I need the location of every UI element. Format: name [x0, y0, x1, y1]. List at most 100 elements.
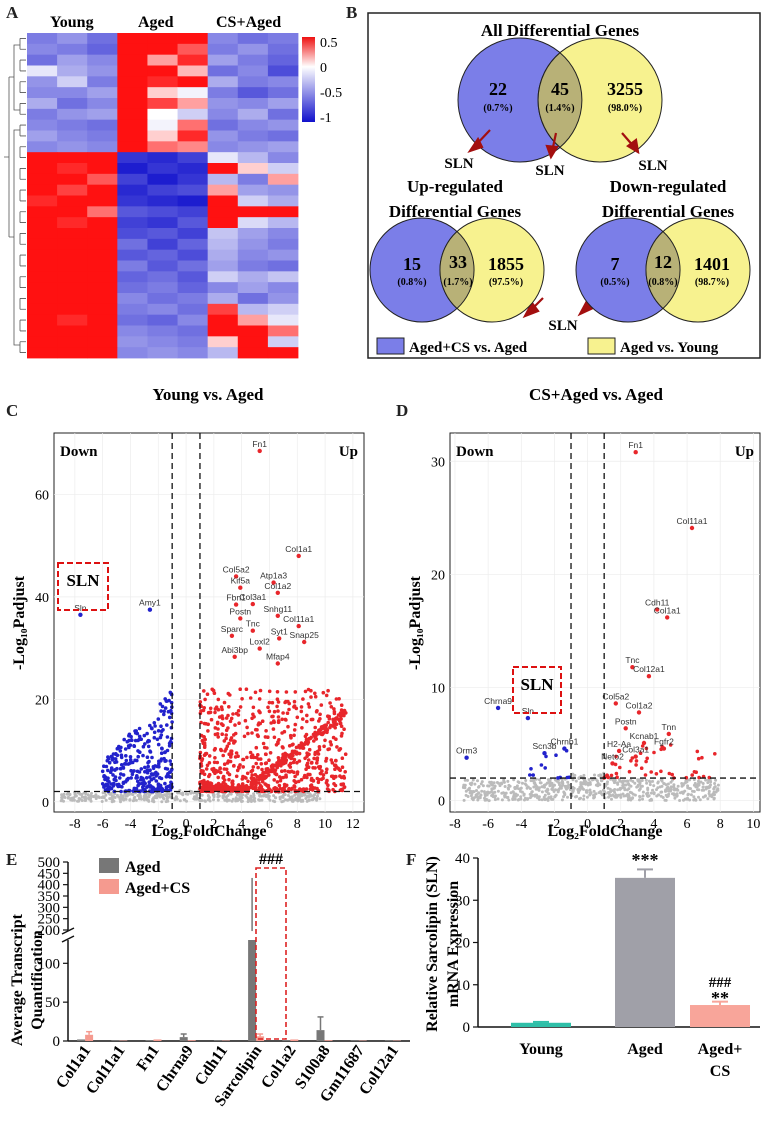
volcano-point-down [139, 775, 143, 780]
volcano-point-up [216, 727, 220, 731]
volcano-gene-point [296, 553, 301, 559]
volcano-point-up [293, 722, 298, 727]
venn-up-left-pct: (0.8%) [397, 277, 426, 288]
heatmap-cell [117, 260, 148, 272]
volcano-point-down [119, 772, 123, 776]
heatmap-cell [57, 228, 88, 240]
volcano-gene-label: Fgfr2 [654, 737, 674, 747]
volcano-point-ns [222, 794, 226, 798]
volcano-gene-point [275, 661, 280, 666]
heatmap-cell [117, 141, 148, 153]
volcano-point-up [226, 759, 231, 763]
volcano-point-ns [476, 795, 480, 799]
volcano-point-down [139, 767, 144, 771]
volcano-point-ns [537, 786, 541, 790]
volcano-point-up [207, 774, 211, 779]
volcano-point-up [213, 726, 218, 730]
volcano-point-up [226, 713, 230, 718]
volcano-point-up [272, 709, 277, 714]
volcano-point-ns [87, 796, 91, 800]
heatmap-cell [267, 293, 299, 305]
volcano-point-ns [134, 798, 138, 802]
heatmap-cell [87, 195, 118, 207]
volcano-point-down [137, 782, 142, 786]
volcano-point-down [141, 744, 146, 749]
volcano-point-up [227, 777, 231, 782]
volcano-point-down [102, 774, 106, 778]
volcano-point-ns [482, 790, 486, 794]
heatmap-cell [57, 249, 88, 261]
heatmap-cell [147, 249, 178, 261]
volcano-point-ns [701, 795, 705, 799]
volcano-point-down [128, 755, 133, 759]
volcano-point-ns [61, 795, 65, 799]
heatmap-cell [57, 325, 88, 337]
bars-f-ytick: 30 [455, 893, 470, 909]
volcano-point-down [157, 775, 162, 780]
heatmap-cell [87, 98, 118, 110]
volcano-gene-label: Col5a2 [223, 564, 250, 574]
volcano-point-up [270, 700, 275, 705]
volcano-point-down [157, 786, 161, 790]
heatmap-cell [117, 293, 148, 305]
volcano-point-ns [540, 785, 544, 789]
colorbar-label: -1 [320, 111, 332, 126]
venn-sln-label-4: SLN [548, 318, 577, 334]
volcano-point-ns [491, 791, 495, 795]
volcano-point-up [327, 717, 332, 721]
volcano-gene-label: Col12a1 [633, 664, 665, 674]
heatmap-cell [27, 87, 58, 99]
heatmap-cell [117, 336, 148, 348]
volcano-point-down [169, 769, 173, 774]
volcano-point-ns [528, 787, 532, 791]
heatmap-cell [177, 87, 209, 99]
volcano-point-ns [629, 798, 633, 802]
heatmap-cell [147, 141, 178, 153]
heatmap-cell [87, 184, 118, 196]
volcano-point-ns [278, 797, 282, 801]
volcano-point-ns [669, 780, 673, 784]
heatmap-cell [267, 76, 299, 88]
volcano-point-up [290, 743, 294, 747]
volcano-point-down [137, 726, 142, 731]
volcano-point-ns [669, 785, 673, 789]
volcano-xtick: 6 [684, 817, 691, 832]
volcano-xtick: 2 [617, 817, 624, 832]
heatmap-cell [27, 33, 58, 45]
volcano-point-ns [469, 794, 473, 798]
venn-down-title-2: Differential Genes [602, 202, 735, 221]
volcano-point-up [208, 706, 213, 711]
volcano-point-down [152, 772, 156, 776]
volcano-point-up [339, 703, 344, 707]
volcano-point-up [338, 774, 342, 778]
volcano-point-ns [485, 793, 489, 797]
heatmap-cell [27, 238, 58, 251]
volcano-point-down [136, 754, 140, 759]
volcano-point-ns [704, 787, 708, 791]
heatmap-cell [177, 33, 209, 45]
heatmap-cell [87, 33, 118, 45]
volcano-point-ns [466, 795, 470, 798]
volcano-point-up [690, 773, 694, 777]
volcano-ytick: 20 [35, 693, 49, 708]
volcano-point-ns [110, 794, 114, 798]
volcano-point-up [318, 729, 322, 734]
volcano-point-ns [240, 800, 243, 803]
volcano-gene-point [229, 633, 235, 638]
volcano-xtick: -4 [125, 817, 137, 832]
heatmap-cell [57, 238, 88, 251]
volcano-point-up [340, 756, 345, 760]
volcano-point-ns [676, 784, 680, 788]
volcano-point-up [303, 689, 308, 694]
heatmap-cell [147, 65, 178, 77]
volcano-point-up [287, 701, 292, 706]
volcano-point-ns [519, 795, 523, 799]
heatmap-cell [267, 141, 299, 153]
heatmap-cell [57, 108, 88, 121]
volcano-point-down [135, 779, 140, 784]
heatmap-cell [87, 130, 118, 142]
volcano-point-ns [588, 788, 592, 792]
volcano-point-up [272, 735, 277, 740]
volcano-point-ns [104, 793, 108, 797]
volcano-gene-point [147, 607, 153, 612]
